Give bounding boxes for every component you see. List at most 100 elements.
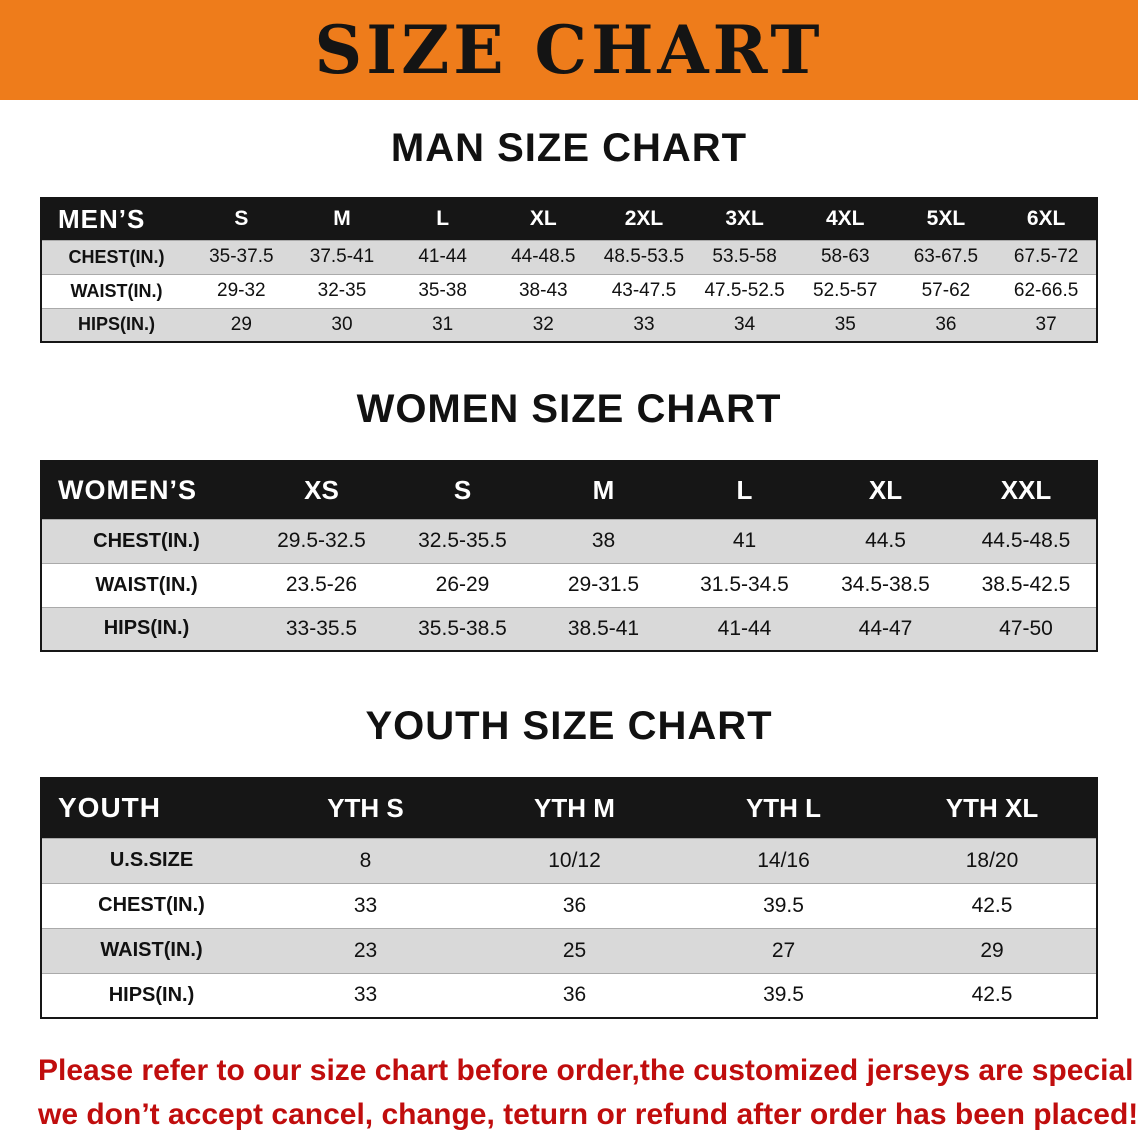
table-row: CHEST(IN.) 33 36 39.5 42.5 [41, 882, 1097, 928]
value-cell: 35-37.5 [191, 239, 292, 274]
table-row: WAIST(IN.) 23 25 27 29 [41, 927, 1097, 973]
section-heading-youth: YOUTH SIZE CHART [365, 704, 773, 748]
value-cell: 23 [261, 927, 470, 973]
value-cell: 42.5 [888, 882, 1097, 928]
value-cell: 10/12 [470, 837, 679, 883]
size-header-cell: 2XL [593, 198, 695, 240]
section-women: WOMEN SIZE CHART WOMEN’S XS S M L XL XXL CHEST(… [0, 343, 1138, 652]
table-row: HIPS(IN.) 29 30 31 32 33 34 35 36 37 [41, 307, 1097, 342]
value-cell: 18/20 [888, 837, 1097, 883]
value-cell: 63-67.5 [895, 239, 997, 274]
size-header-cell: XL [492, 198, 594, 240]
value-cell: 23.5-26 [251, 562, 392, 607]
size-header-cell: M [291, 198, 393, 240]
size-header-cell: L [674, 461, 815, 519]
row-label-cell: CHEST(IN.) [41, 239, 191, 274]
size-header-cell: 6XL [996, 198, 1097, 240]
value-cell: 29 [888, 927, 1097, 973]
value-cell: 36 [470, 972, 679, 1018]
value-cell: 44.5 [815, 518, 956, 563]
value-cell: 34.5-38.5 [815, 562, 956, 607]
value-cell: 32-35 [291, 273, 393, 308]
size-header-cell: XS [251, 461, 392, 519]
value-cell: 43-47.5 [593, 273, 695, 308]
value-cell: 27 [679, 927, 888, 973]
value-cell: 8 [261, 837, 470, 883]
table-row: HIPS(IN.) 33 36 39.5 42.5 [41, 972, 1097, 1018]
row-label-cell: HIPS(IN.) [41, 606, 251, 651]
youth-size-table: YOUTH YTH S YTH M YTH L YTH XL U.S.SIZE 8 10/12… [40, 777, 1098, 1019]
value-cell: 35-38 [392, 273, 493, 308]
table-row: CHEST(IN.) 29.5-32.5 32.5-35.5 38 41 44.5 44.5… [41, 518, 1097, 563]
table-header-row: WOMEN’S XS S M L XL XXL [41, 461, 1097, 519]
table-header-row: YOUTH YTH S YTH M YTH L YTH XL [41, 778, 1097, 838]
row-label-cell: HIPS(IN.) [41, 307, 191, 342]
value-cell: 33 [261, 882, 470, 928]
value-cell: 42.5 [888, 972, 1097, 1018]
value-cell: 41-44 [392, 239, 493, 274]
page-title: SIZE CHART [314, 11, 824, 89]
value-cell: 52.5-57 [794, 273, 896, 308]
value-cell: 33-35.5 [251, 606, 392, 651]
value-cell: 36 [470, 882, 679, 928]
table-title-cell: WOMEN’S [41, 461, 251, 519]
value-cell: 26-29 [392, 562, 533, 607]
value-cell: 35 [794, 307, 896, 342]
value-cell: 31 [392, 307, 493, 342]
size-header-cell: M [533, 461, 674, 519]
row-label-cell: WAIST(IN.) [41, 562, 251, 607]
value-cell: 67.5-72 [996, 239, 1097, 274]
value-cell: 39.5 [679, 972, 888, 1018]
value-cell: 48.5-53.5 [593, 239, 695, 274]
value-cell: 57-62 [895, 273, 997, 308]
value-cell: 58-63 [794, 239, 896, 274]
section-youth: YOUTH SIZE CHART YOUTH YTH S YTH M YTH L YTH… [0, 652, 1138, 1019]
value-cell: 44-48.5 [492, 239, 594, 274]
value-cell: 44-47 [815, 606, 956, 651]
table-title-cell: YOUTH [41, 778, 261, 838]
value-cell: 30 [291, 307, 393, 342]
row-label-cell: WAIST(IN.) [41, 273, 191, 308]
size-header-cell: XXL [956, 461, 1097, 519]
value-cell: 31.5-34.5 [674, 562, 815, 607]
size-header-cell: XL [815, 461, 956, 519]
table-row: HIPS(IN.) 33-35.5 35.5-38.5 38.5-41 41-44 44-… [41, 606, 1097, 651]
size-header-cell: YTH S [261, 778, 470, 838]
value-cell: 38-43 [492, 273, 594, 308]
size-header-cell: S [191, 198, 292, 240]
table-row: WAIST(IN.) 23.5-26 26-29 29-31.5 31.5-34.5 34… [41, 562, 1097, 607]
row-label-cell: CHEST(IN.) [41, 882, 261, 928]
section-men: MAN SIZE CHART MEN’S S M L XL 2XL 3XL 4XL 5XL 6XL… [0, 100, 1138, 343]
value-cell: 41 [674, 518, 815, 563]
value-cell: 44.5-48.5 [956, 518, 1097, 563]
men-size-table: MEN’S S M L XL 2XL 3XL 4XL 5XL 6XL CHEST(IN.) 35-37… [40, 197, 1098, 343]
size-header-cell: YTH M [470, 778, 679, 838]
size-header-cell: 3XL [694, 198, 795, 240]
size-header-cell: L [392, 198, 493, 240]
size-header-cell: S [392, 461, 533, 519]
notice-line-2: we don’t accept cancel, change, teturn o… [38, 1098, 1138, 1132]
table-header-row: MEN’S S M L XL 2XL 3XL 4XL 5XL 6XL [41, 198, 1097, 240]
value-cell: 29 [191, 307, 292, 342]
value-cell: 29-32 [191, 273, 292, 308]
row-label-cell: HIPS(IN.) [41, 972, 261, 1018]
size-header-cell: 4XL [794, 198, 896, 240]
size-header-cell: YTH L [679, 778, 888, 838]
value-cell: 53.5-58 [694, 239, 795, 274]
value-cell: 35.5-38.5 [392, 606, 533, 651]
value-cell: 37 [996, 307, 1097, 342]
table-title-cell: MEN’S [41, 198, 191, 240]
value-cell: 25 [470, 927, 679, 973]
row-label-cell: U.S.SIZE [41, 837, 261, 883]
value-cell: 37.5-41 [291, 239, 393, 274]
size-header-cell: 5XL [895, 198, 997, 240]
section-heading-men: MAN SIZE CHART [390, 126, 748, 170]
value-cell: 47-50 [956, 606, 1097, 651]
value-cell: 34 [694, 307, 795, 342]
size-header-cell: YTH XL [888, 778, 1097, 838]
value-cell: 38.5-41 [533, 606, 674, 651]
value-cell: 39.5 [679, 882, 888, 928]
value-cell: 33 [593, 307, 695, 342]
section-heading-women: WOMEN SIZE CHART [356, 387, 782, 431]
